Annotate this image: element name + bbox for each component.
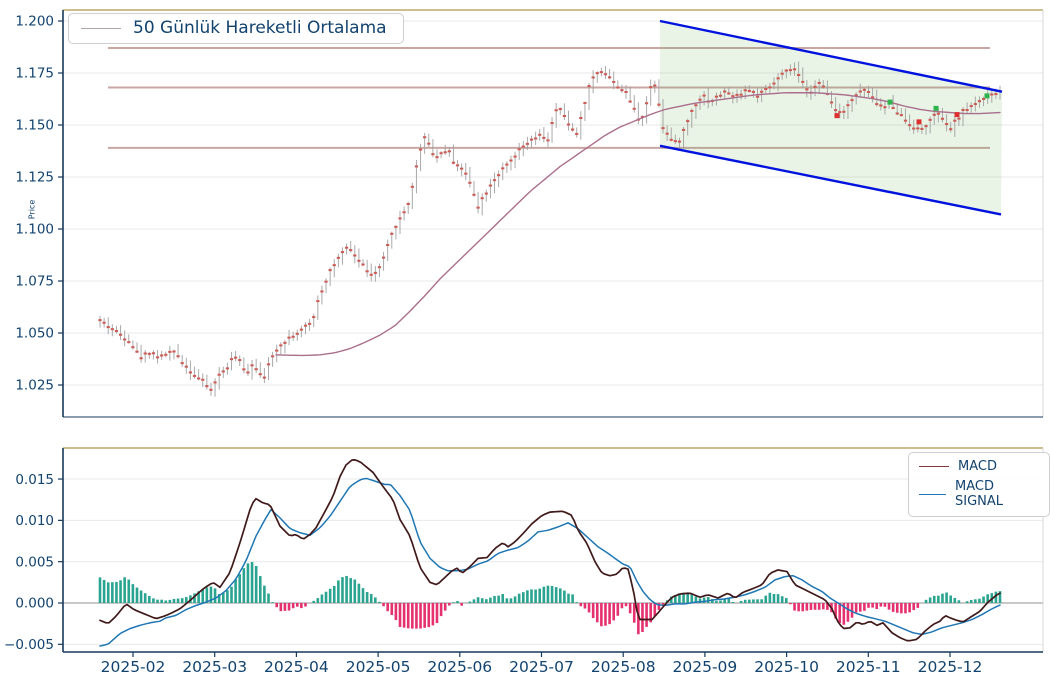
svg-text:0.005: 0.005 bbox=[15, 554, 54, 570]
svg-text:2025-02: 2025-02 bbox=[101, 658, 166, 676]
svg-text:2025-05: 2025-05 bbox=[346, 658, 411, 676]
svg-text:1.100: 1.100 bbox=[15, 222, 54, 238]
svg-text:2025-11: 2025-11 bbox=[836, 658, 901, 676]
svg-text:2025-09: 2025-09 bbox=[673, 658, 738, 676]
macd-legend-row-macd: MACD bbox=[919, 459, 1037, 474]
ma-legend: 50 Günlük Hareketli Ortalama bbox=[68, 13, 404, 44]
svg-text:1.050: 1.050 bbox=[15, 326, 54, 342]
macd-legend-label: MACD bbox=[958, 459, 997, 474]
svg-text:2025-10: 2025-10 bbox=[754, 658, 819, 676]
svg-text:2025-08: 2025-08 bbox=[591, 658, 656, 676]
svg-text:1.150: 1.150 bbox=[15, 118, 54, 134]
svg-text:0.015: 0.015 bbox=[15, 472, 54, 488]
macd-signal-legend-label: MACD SIGNAL bbox=[955, 479, 1004, 509]
svg-text:0.010: 0.010 bbox=[15, 513, 54, 529]
svg-text:2025-04: 2025-04 bbox=[264, 658, 329, 676]
price-axis-title: Price bbox=[27, 199, 37, 220]
svg-text:1.075: 1.075 bbox=[15, 274, 54, 290]
svg-text:2025-03: 2025-03 bbox=[182, 658, 247, 676]
macd-legend: MACD MACD SIGNAL bbox=[908, 452, 1050, 517]
macd-line-swatch bbox=[919, 466, 949, 467]
svg-text:0.000: 0.000 bbox=[15, 596, 54, 612]
svg-text:2025-07: 2025-07 bbox=[509, 658, 574, 676]
svg-text:2025-06: 2025-06 bbox=[427, 658, 492, 676]
svg-text:2025-12: 2025-12 bbox=[918, 658, 983, 676]
ma-legend-label: 50 Günlük Hareketli Ortalama bbox=[133, 18, 387, 38]
macd-legend-row-signal: MACD SIGNAL bbox=[919, 479, 1037, 509]
macd-signal-line-swatch bbox=[919, 493, 946, 495]
svg-text:1.025: 1.025 bbox=[15, 378, 54, 394]
svg-text:1.200: 1.200 bbox=[15, 14, 54, 30]
ma-legend-line-swatch bbox=[81, 27, 121, 29]
svg-text:1.125: 1.125 bbox=[15, 170, 54, 186]
svg-text:1.175: 1.175 bbox=[15, 66, 54, 82]
svg-text:−0.005: −0.005 bbox=[4, 637, 54, 653]
